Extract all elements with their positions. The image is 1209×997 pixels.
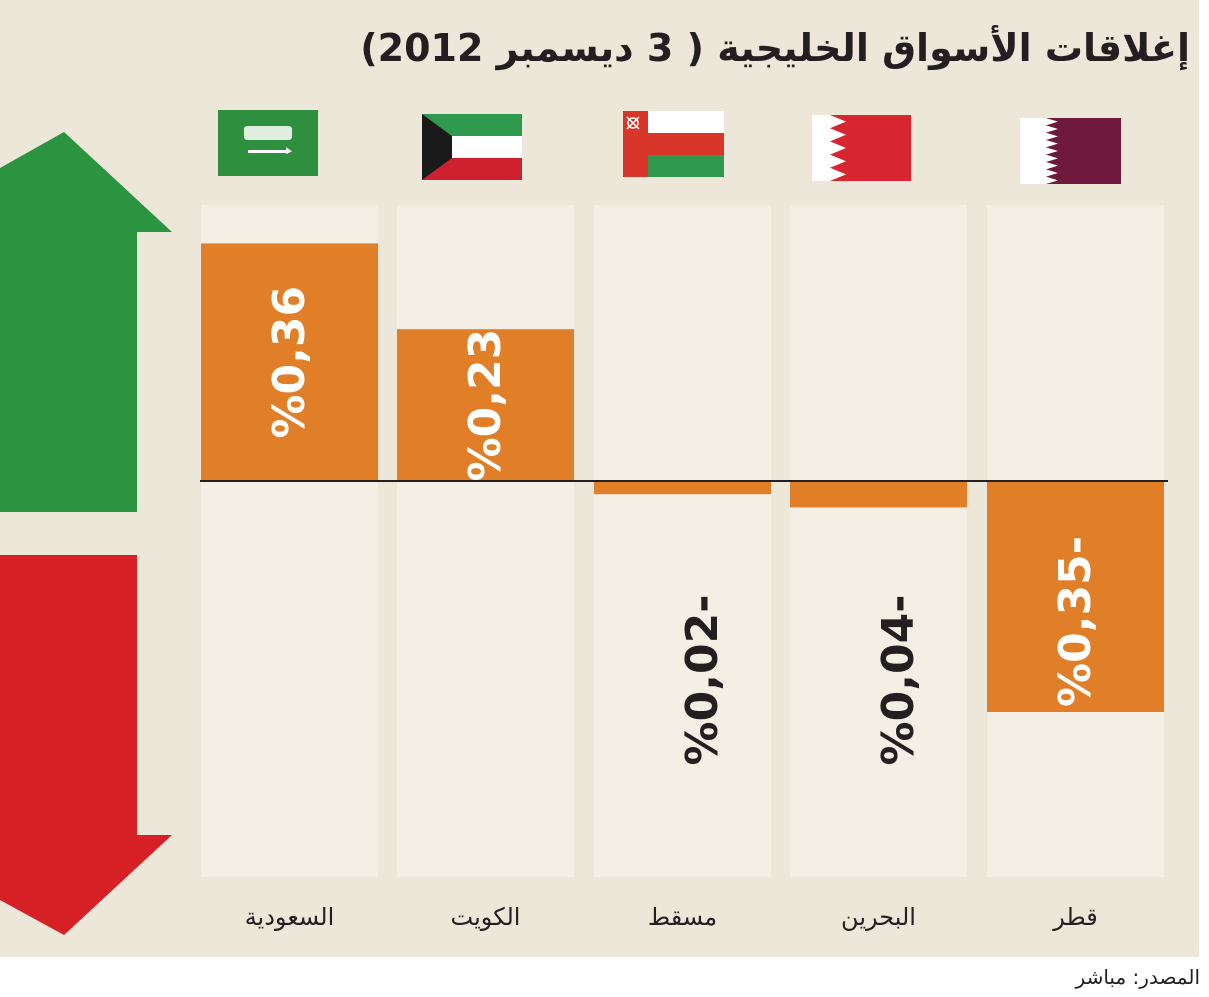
- value-labels: %0,36 %0,23 %0,02- %0,04- %0,35-: [264, 286, 1101, 766]
- flags: [218, 110, 1121, 184]
- bar: [987, 481, 1164, 712]
- oman-flag-icon: [623, 111, 724, 177]
- source-label: المصدر:: [1132, 965, 1200, 989]
- column-bg: [790, 205, 967, 877]
- bar: [790, 481, 967, 508]
- bar: [594, 481, 771, 495]
- column-bg: [594, 205, 771, 877]
- value-label: %0,04-: [873, 595, 924, 766]
- column-bg: [397, 205, 574, 877]
- category-label: مسقط: [648, 903, 717, 931]
- category-label: البحرين: [841, 903, 916, 931]
- bahrain-flag-icon: [812, 115, 911, 181]
- bar: [397, 329, 574, 481]
- down-arrow-icon: [0, 555, 172, 935]
- kuwait-flag-icon: [422, 114, 522, 180]
- direction-arrows: [0, 132, 172, 935]
- source-name: مباشر: [1075, 965, 1127, 989]
- chart-title: إغلاقات الأسواق الخليجية ( 3 ديسمبر 2012…: [360, 26, 1190, 70]
- category-label: قطر: [1052, 903, 1097, 931]
- value-label: %0,02-: [677, 595, 728, 766]
- category-labels: السعودية الكويت مسقط البحرين قطر: [245, 903, 1098, 931]
- value-label: %0,35-: [1050, 536, 1101, 707]
- value-label: %0,23: [460, 329, 511, 482]
- qatar-flag-icon: [1020, 118, 1121, 184]
- bars: [201, 243, 1164, 712]
- category-label: الكويت: [451, 903, 521, 931]
- value-label: %0,36: [264, 286, 315, 439]
- bar: [201, 243, 378, 481]
- category-label: السعودية: [245, 903, 335, 931]
- saudi-arabia-flag-icon: [218, 110, 318, 176]
- source-credit: المصدر: مباشر: [900, 962, 1200, 992]
- up-arrow-icon: [0, 132, 172, 512]
